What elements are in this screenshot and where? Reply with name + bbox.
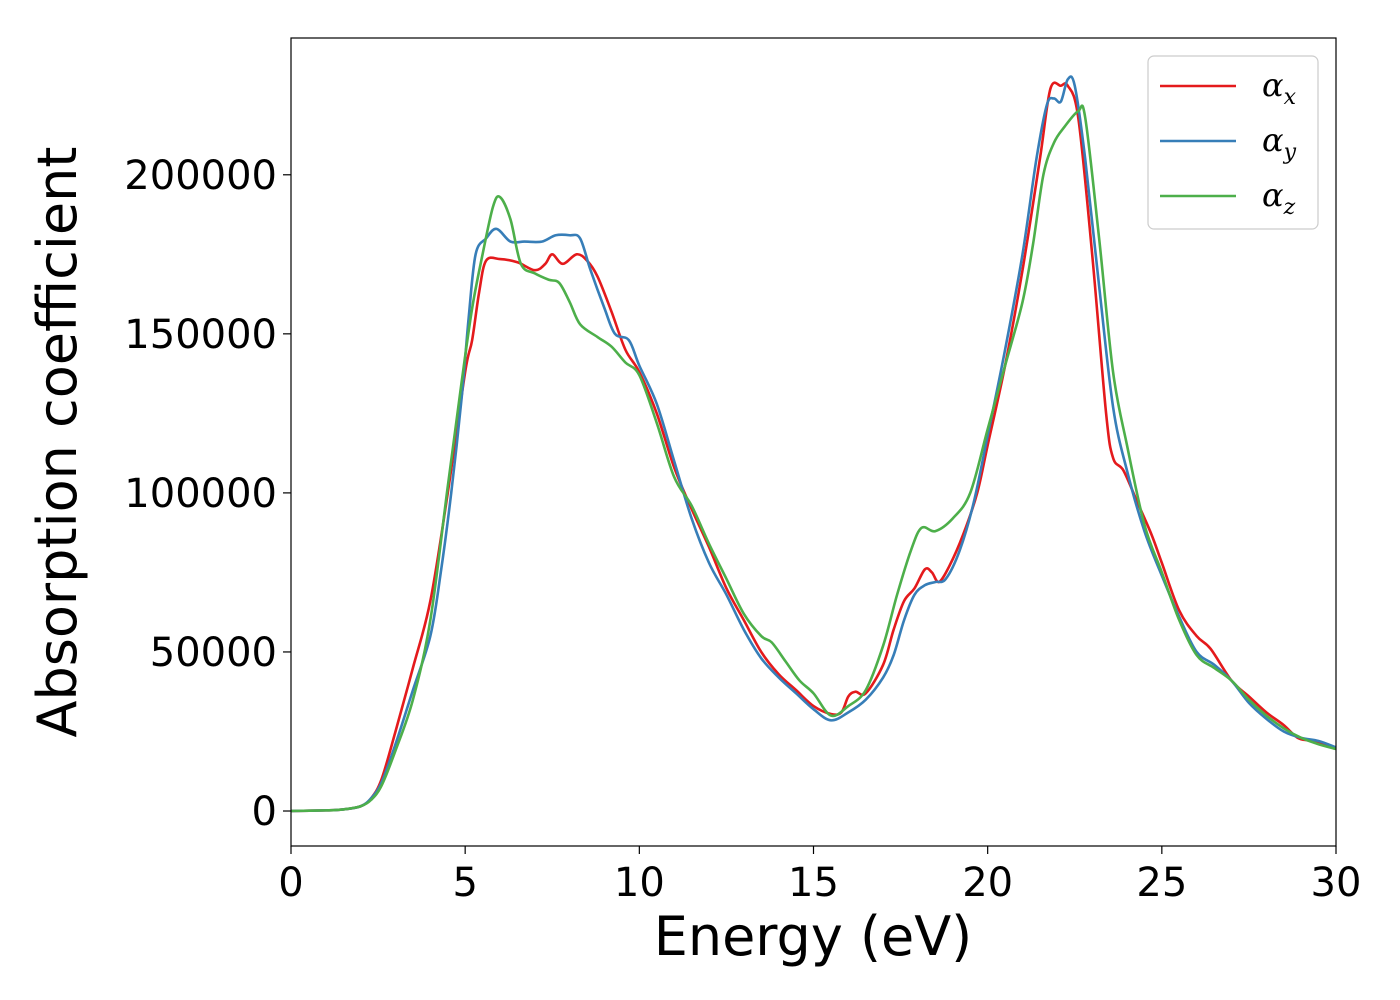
series-line-y — [290, 75, 1337, 813]
legend-label-x: αx — [1262, 66, 1297, 110]
y-axis-title: Absorption coefficient — [26, 147, 89, 738]
x-tick-label: 20 — [962, 860, 1013, 906]
series-line-x — [290, 81, 1337, 813]
legend: αx αy αz — [1147, 55, 1319, 230]
y-tick-label: 100000 — [124, 471, 277, 517]
y-tick-label: 150000 — [124, 312, 277, 358]
x-tick-label: 0 — [278, 860, 303, 906]
x-axis-ticks: 0 5 10 15 20 25 30 — [278, 846, 1361, 906]
legend-label-z: αz — [1262, 176, 1296, 220]
x-tick-label: 25 — [1136, 860, 1187, 906]
y-tick-label: 0 — [252, 789, 277, 835]
x-tick-label: 5 — [452, 860, 477, 906]
legend-label-y: αy — [1262, 121, 1297, 165]
legend-box — [1147, 55, 1319, 230]
x-tick-label: 15 — [788, 860, 839, 906]
y-tick-label: 50000 — [150, 630, 277, 676]
y-tick-label: 200000 — [124, 153, 277, 199]
y-axis-ticks: 0 50000 100000 150000 200000 — [124, 153, 291, 835]
x-axis-title: Energy (eV) — [654, 905, 973, 968]
x-tick-label: 10 — [614, 860, 665, 906]
series-line-z — [290, 104, 1337, 813]
series-layer — [290, 75, 1337, 813]
x-tick-label: 30 — [1311, 860, 1362, 906]
